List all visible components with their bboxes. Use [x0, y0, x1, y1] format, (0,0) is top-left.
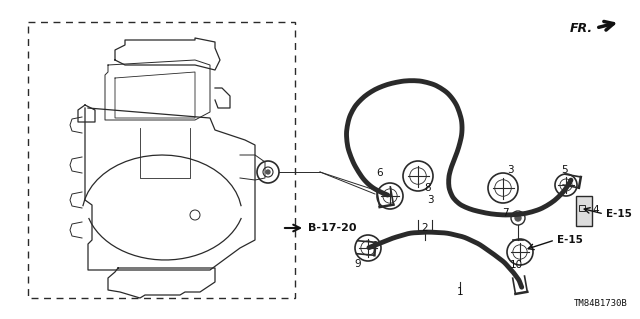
Text: 5: 5: [561, 165, 567, 175]
Text: 9: 9: [355, 259, 362, 269]
Text: 10: 10: [509, 260, 523, 270]
Text: E-15: E-15: [606, 209, 632, 219]
Bar: [28, 22, 295, 298]
Text: 3: 3: [427, 195, 433, 205]
Text: 3: 3: [507, 165, 513, 175]
Bar: [579, 205, 585, 211]
Text: 8: 8: [425, 183, 431, 193]
Text: 4: 4: [593, 205, 599, 215]
Text: FR.: FR.: [570, 21, 593, 34]
Text: E-15: E-15: [557, 235, 583, 245]
Text: 6: 6: [377, 168, 383, 178]
Bar: [576, 196, 592, 226]
Text: TM84B1730B: TM84B1730B: [574, 299, 628, 308]
Text: 7: 7: [502, 208, 508, 218]
Text: 1: 1: [457, 287, 463, 297]
Text: B-17-20: B-17-20: [308, 223, 356, 233]
Circle shape: [266, 170, 270, 174]
Circle shape: [515, 215, 521, 221]
Text: 2: 2: [422, 223, 428, 233]
